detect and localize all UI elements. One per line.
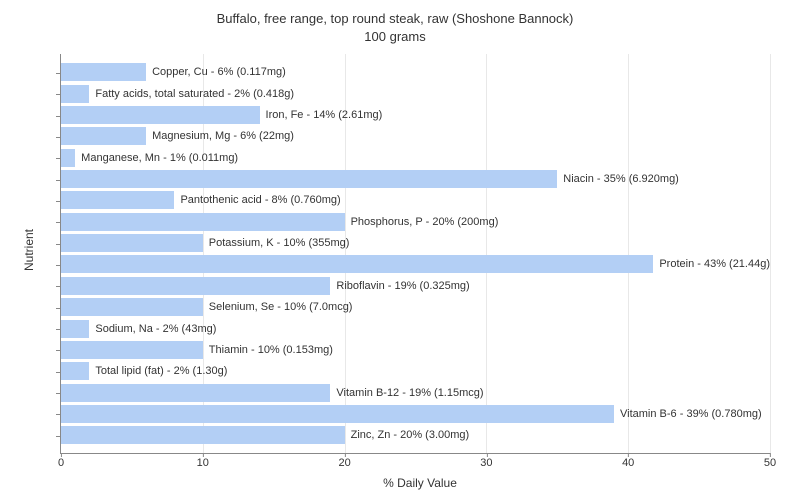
bar-row: Total lipid (fat) - 2% (1.30g) bbox=[61, 361, 770, 381]
title-line-1: Buffalo, free range, top round steak, ra… bbox=[217, 11, 574, 26]
y-tick bbox=[56, 201, 61, 202]
bar-label: Zinc, Zn - 20% (3.00mg) bbox=[351, 429, 470, 441]
bar bbox=[61, 85, 89, 103]
title-line-2: 100 grams bbox=[364, 29, 425, 44]
x-tick-label: 0 bbox=[58, 457, 64, 469]
y-tick bbox=[56, 137, 61, 138]
bar-label: Vitamin B-12 - 19% (1.15mcg) bbox=[336, 387, 483, 399]
y-tick bbox=[56, 116, 61, 117]
bar bbox=[61, 405, 614, 423]
bar bbox=[61, 384, 330, 402]
bar-label: Vitamin B-6 - 39% (0.780mg) bbox=[620, 408, 762, 420]
bar-label: Copper, Cu - 6% (0.117mg) bbox=[152, 66, 286, 78]
bar bbox=[61, 362, 89, 380]
bar-label: Magnesium, Mg - 6% (22mg) bbox=[152, 130, 294, 142]
bar bbox=[61, 255, 653, 273]
bar bbox=[61, 106, 260, 124]
bar bbox=[61, 63, 146, 81]
y-tick bbox=[56, 244, 61, 245]
bar-label: Fatty acids, total saturated - 2% (0.418… bbox=[95, 88, 294, 100]
bar-row: Zinc, Zn - 20% (3.00mg) bbox=[61, 425, 770, 445]
bar-row: Pantothenic acid - 8% (0.760mg) bbox=[61, 190, 770, 210]
bar bbox=[61, 149, 75, 167]
x-tick-label: 30 bbox=[480, 457, 492, 469]
bar bbox=[61, 320, 89, 338]
plot-area: Copper, Cu - 6% (0.117mg) Fatty acids, to… bbox=[60, 54, 770, 454]
y-tick bbox=[56, 308, 61, 309]
x-ticks: 01020304050 bbox=[61, 453, 770, 473]
y-tick bbox=[56, 73, 61, 74]
y-tick bbox=[56, 286, 61, 287]
bar-row: Vitamin B-6 - 39% (0.780mg) bbox=[61, 404, 770, 424]
bar-row: Phosphorus, P - 20% (200mg) bbox=[61, 212, 770, 232]
y-tick bbox=[56, 436, 61, 437]
bar-label: Pantothenic acid - 8% (0.760mg) bbox=[180, 194, 340, 206]
bar-label: Sodium, Na - 2% (43mg) bbox=[95, 323, 216, 335]
nutrient-chart: Buffalo, free range, top round steak, ra… bbox=[0, 0, 800, 500]
y-tick bbox=[56, 372, 61, 373]
bars-container: Copper, Cu - 6% (0.117mg) Fatty acids, to… bbox=[61, 62, 770, 445]
bar bbox=[61, 426, 345, 444]
y-tick bbox=[56, 94, 61, 95]
bar-label: Protein - 43% (21.44g) bbox=[659, 258, 770, 270]
y-axis-label: Nutrient bbox=[22, 229, 36, 271]
y-tick bbox=[56, 393, 61, 394]
bar-label: Thiamin - 10% (0.153mg) bbox=[209, 344, 333, 356]
bar-label: Manganese, Mn - 1% (0.011mg) bbox=[81, 152, 238, 164]
bar-label: Phosphorus, P - 20% (200mg) bbox=[351, 216, 499, 228]
bar-row: Thiamin - 10% (0.153mg) bbox=[61, 340, 770, 360]
bar-row: Sodium, Na - 2% (43mg) bbox=[61, 319, 770, 339]
bar bbox=[61, 191, 174, 209]
bar bbox=[61, 341, 203, 359]
bar-label: Riboflavin - 19% (0.325mg) bbox=[336, 280, 469, 292]
bar-row: Riboflavin - 19% (0.325mg) bbox=[61, 276, 770, 296]
bar-row: Vitamin B-12 - 19% (1.15mcg) bbox=[61, 383, 770, 403]
bar-label: Total lipid (fat) - 2% (1.30g) bbox=[95, 365, 227, 377]
bar-row: Magnesium, Mg - 6% (22mg) bbox=[61, 126, 770, 146]
chart-title: Buffalo, free range, top round steak, ra… bbox=[10, 10, 780, 46]
bar bbox=[61, 170, 557, 188]
bar-row: Iron, Fe - 14% (2.61mg) bbox=[61, 105, 770, 125]
x-axis-label: % Daily Value bbox=[60, 476, 780, 490]
y-tick bbox=[56, 180, 61, 181]
bar-row: Potassium, K - 10% (355mg) bbox=[61, 233, 770, 253]
bar bbox=[61, 127, 146, 145]
bar bbox=[61, 213, 345, 231]
bar-label: Potassium, K - 10% (355mg) bbox=[209, 237, 350, 249]
y-tick bbox=[56, 329, 61, 330]
bar bbox=[61, 277, 330, 295]
bar bbox=[61, 298, 203, 316]
bar-row: Copper, Cu - 6% (0.117mg) bbox=[61, 62, 770, 82]
y-tick bbox=[56, 158, 61, 159]
x-tick-label: 10 bbox=[197, 457, 209, 469]
bar bbox=[61, 234, 203, 252]
y-tick bbox=[56, 265, 61, 266]
bar-row: Selenium, Se - 10% (7.0mcg) bbox=[61, 297, 770, 317]
bar-row: Protein - 43% (21.44g) bbox=[61, 254, 770, 274]
y-tick bbox=[56, 350, 61, 351]
bar-row: Manganese, Mn - 1% (0.011mg) bbox=[61, 148, 770, 168]
gridline bbox=[770, 54, 771, 453]
y-tick bbox=[56, 414, 61, 415]
bar-label: Niacin - 35% (6.920mg) bbox=[563, 173, 679, 185]
bar-label: Selenium, Se - 10% (7.0mcg) bbox=[209, 301, 353, 313]
x-tick-label: 50 bbox=[764, 457, 776, 469]
y-tick bbox=[56, 222, 61, 223]
x-tick-label: 20 bbox=[338, 457, 350, 469]
bar-label: Iron, Fe - 14% (2.61mg) bbox=[266, 109, 383, 121]
bar-row: Niacin - 35% (6.920mg) bbox=[61, 169, 770, 189]
bar-row: Fatty acids, total saturated - 2% (0.418… bbox=[61, 84, 770, 104]
x-tick-label: 40 bbox=[622, 457, 634, 469]
